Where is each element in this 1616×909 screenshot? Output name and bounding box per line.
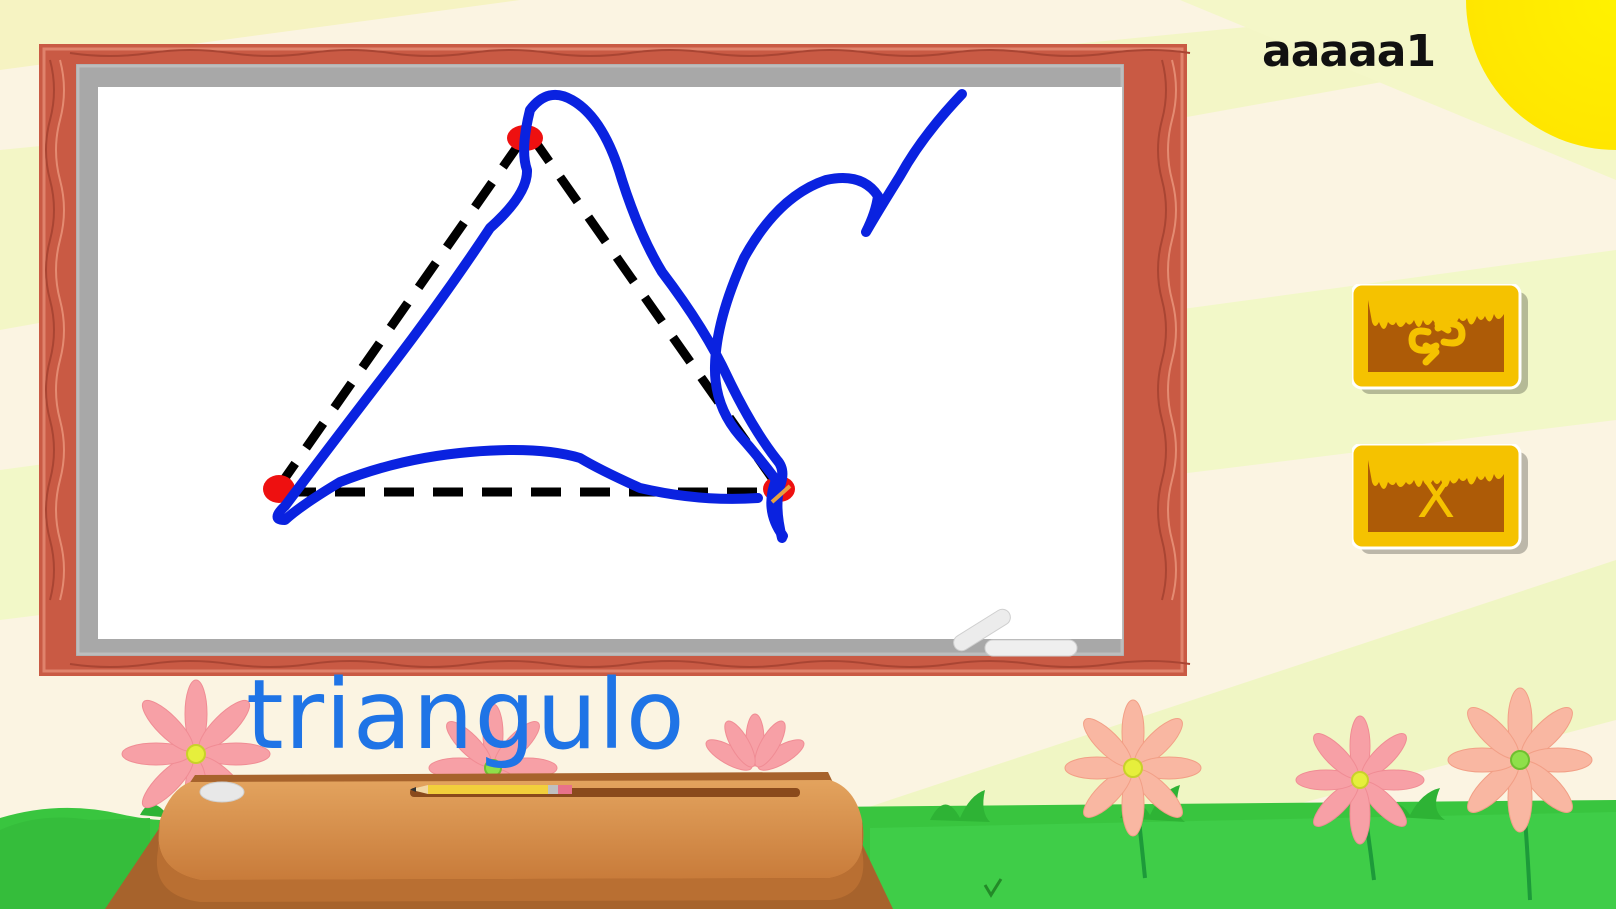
desk-chalk — [199, 781, 245, 803]
drawing-board[interactable] — [98, 87, 1122, 657]
close-label: X — [1416, 466, 1456, 531]
pencil — [410, 785, 572, 794]
flower — [1447, 687, 1593, 901]
flower — [705, 713, 805, 771]
reset-button[interactable] — [1352, 284, 1528, 394]
close-button[interactable]: X — [1352, 444, 1528, 554]
flower — [1295, 715, 1425, 881]
reset-arrows-icon — [1408, 310, 1466, 366]
sun — [1466, 0, 1616, 150]
player-name: aaaaa1 — [1262, 26, 1436, 77]
chalk-pieces — [953, 608, 1078, 657]
flowers — [121, 679, 1593, 901]
drawn-stroke — [272, 89, 967, 543]
desk — [105, 772, 893, 909]
flower — [1064, 699, 1202, 879]
target-word: triangulo — [246, 659, 686, 771]
